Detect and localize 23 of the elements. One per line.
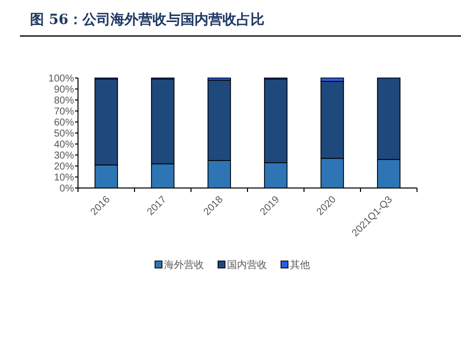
- y-tick-label: 20%: [54, 162, 74, 172]
- y-tick-label: 50%: [54, 128, 74, 140]
- y-tick-label: 40%: [54, 140, 74, 150]
- y-tick-label: 30%: [54, 150, 74, 162]
- legend-label: 其他: [290, 259, 310, 271]
- bar: [94, 78, 118, 166]
- y-tick-label: 10%: [54, 172, 74, 184]
- bar: [377, 78, 400, 160]
- bar: [208, 80, 231, 161]
- bar: [151, 78, 174, 164]
- y-tick-label: 90%: [54, 84, 74, 96]
- y-tick-label: 70%: [54, 106, 74, 118]
- bar: [208, 78, 231, 81]
- y-tick-label: 60%: [54, 118, 74, 128]
- bar: [320, 80, 344, 159]
- y-tick-label: 100%: [48, 74, 74, 84]
- y-tick-label: 0%: [60, 184, 74, 194]
- bar: [264, 78, 288, 164]
- y-tick-label: 80%: [54, 96, 74, 106]
- bar: [320, 78, 344, 82]
- legend-label: 国内营收: [227, 259, 267, 271]
- legend-label: 海外营收: [164, 259, 204, 271]
- chart-title: 图 56：公司海外营收与国内营收占比: [30, 12, 264, 28]
